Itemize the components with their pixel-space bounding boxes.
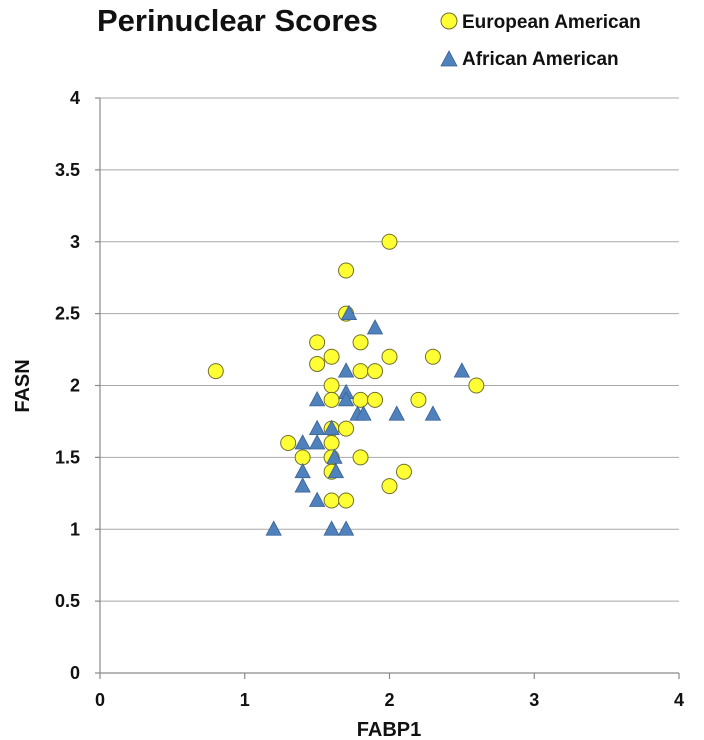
point-african-american (308, 434, 326, 450)
point-european-american (309, 355, 326, 372)
legend-label-african-american: African American (462, 49, 619, 70)
point-african-american (366, 319, 384, 335)
point-african-american (388, 405, 405, 421)
x-axis-label: FABP1 (357, 719, 421, 740)
x-tick-label: 1 (240, 690, 250, 710)
point-european-american (323, 492, 340, 509)
point-african-american (327, 462, 345, 479)
point-african-american (326, 448, 343, 464)
point-european-american (352, 363, 369, 380)
series-european-american (207, 233, 485, 509)
point-european-american (207, 363, 224, 380)
point-african-american (323, 419, 340, 436)
point-european-american (367, 391, 384, 408)
point-african-american (294, 462, 311, 479)
chart-title: Perinuclear Scores (97, 3, 378, 38)
x-tick-label: 4 (674, 690, 684, 710)
y-tick-label: 4 (70, 88, 80, 108)
point-european-american (352, 334, 369, 351)
point-african-american (424, 405, 442, 421)
point-european-american (424, 348, 441, 365)
point-european-american (309, 334, 326, 351)
point-european-american (468, 377, 485, 394)
point-european-american (367, 363, 384, 380)
point-european-american (381, 478, 398, 495)
point-european-american (323, 435, 340, 451)
point-european-american (294, 449, 311, 466)
legend-label-european-american: European American (462, 12, 641, 33)
point-african-american (265, 520, 282, 536)
x-tick-label: 2 (384, 690, 394, 710)
point-african-american (453, 362, 471, 378)
point-african-american (355, 405, 372, 421)
point-european-american (323, 377, 340, 394)
y-tick-label: 3 (70, 232, 80, 252)
legend: European American African American (440, 12, 641, 70)
y-tick-label: 2.5 (55, 304, 80, 324)
point-european-american (338, 420, 355, 437)
x-tick-label: 3 (529, 690, 539, 710)
point-european-american (323, 348, 340, 365)
point-european-american (395, 463, 412, 480)
y-tick-label: 2 (70, 376, 80, 396)
point-european-american (338, 262, 355, 279)
y-axis-ticks: 0 0.5 1 1.5 2 2.5 3 3.5 4 (55, 88, 80, 683)
point-european-american (338, 492, 355, 509)
point-african-american (308, 491, 326, 507)
x-tick-label: 0 (95, 690, 105, 710)
data-points (207, 233, 485, 536)
point-european-american (410, 391, 427, 408)
point-african-american (308, 391, 326, 407)
y-axis-label: FASN (12, 359, 34, 412)
point-european-american (352, 449, 369, 466)
axes (95, 97, 680, 679)
series-african-american (265, 304, 471, 536)
y-tick-label: 3.5 (55, 160, 80, 180)
y-tick-label: 0.5 (55, 591, 80, 611)
x-axis-ticks: 0 1 2 3 4 (95, 690, 684, 710)
point-african-american (294, 477, 311, 493)
legend-marker-african-american (440, 50, 458, 67)
y-tick-label: 0 (70, 663, 80, 683)
point-african-american (337, 362, 355, 378)
y-tick-label: 1.5 (55, 447, 80, 467)
point-european-american (381, 233, 398, 250)
point-african-american (323, 520, 340, 536)
point-european-american (352, 391, 369, 408)
point-african-american (340, 304, 358, 321)
point-african-american (337, 520, 355, 536)
point-european-american (323, 391, 340, 408)
point-african-american (308, 419, 326, 436)
y-tick-label: 1 (70, 519, 80, 539)
point-african-american (337, 391, 355, 407)
point-european-american (381, 348, 398, 365)
point-african-american (294, 434, 311, 450)
point-european-american (280, 435, 297, 451)
legend-marker-european-american (440, 12, 458, 30)
